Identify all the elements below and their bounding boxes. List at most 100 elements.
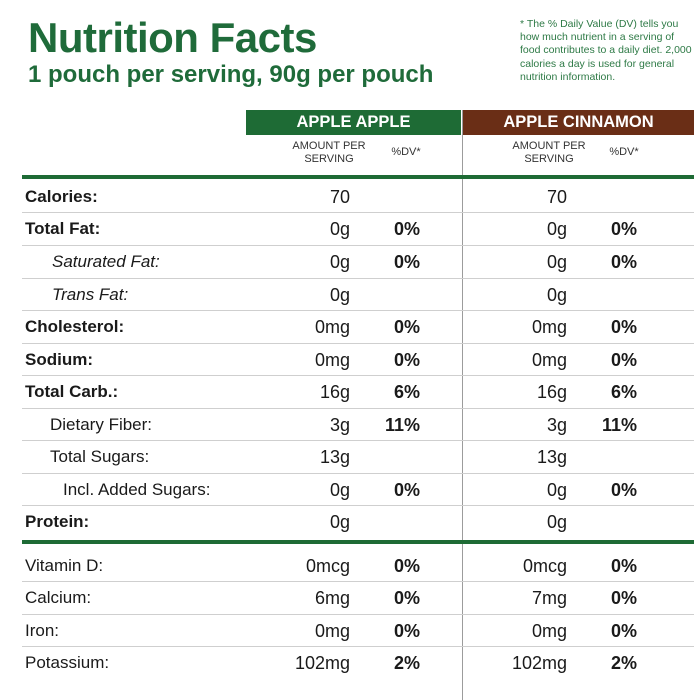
apple-dv: 0% xyxy=(393,252,420,272)
apple-dv: 6% xyxy=(393,382,420,402)
nutrient-label: Protein: xyxy=(25,512,90,531)
column-header-apple-cinnamon: APPLE CINNAMON xyxy=(463,110,694,135)
nutrient-label: Cholesterol: xyxy=(25,317,125,336)
table-row: Calories: 70 70 xyxy=(0,181,700,213)
cinnamon-amount: 0g xyxy=(546,480,567,500)
dv-header-apple: %DV* xyxy=(391,146,421,158)
page-title: Nutrition Facts xyxy=(28,14,317,61)
row-divider xyxy=(22,440,694,441)
cinnamon-dv: 0% xyxy=(610,219,637,239)
table-row: Trans Fat: 0g 0g xyxy=(0,279,700,311)
nutrient-label: Potassium: xyxy=(25,653,110,672)
row-divider xyxy=(22,245,694,246)
cinnamon-dv: 0% xyxy=(610,252,637,272)
row-divider xyxy=(22,212,694,213)
nutrient-label: Sodium: xyxy=(25,350,93,369)
row-divider xyxy=(22,310,694,311)
table-row: Dietary Fiber: 3g 11% 3g 11% xyxy=(0,409,700,441)
apple-amount: 6mg xyxy=(314,588,350,608)
amount-per-serving-header-cinnamon: AMOUNT PER SERVING xyxy=(512,140,586,165)
cinnamon-dv: 11% xyxy=(601,415,637,435)
apple-dv: 0% xyxy=(393,588,420,608)
cinnamon-amount: 0mcg xyxy=(522,556,567,576)
apple-amount: 16g xyxy=(319,382,350,402)
apple-amount: 0g xyxy=(329,252,350,272)
cinnamon-dv: 6% xyxy=(610,382,637,402)
cinnamon-amount: 0mg xyxy=(531,317,567,337)
apple-dv: 0% xyxy=(393,317,420,337)
table-row: Total Carb.: 16g 6% 16g 6% xyxy=(0,376,700,408)
nutrient-label: Total Carb.: xyxy=(25,382,119,401)
apple-amount: 13g xyxy=(319,447,350,467)
nutrient-label: Dietary Fiber: xyxy=(50,415,153,434)
apple-dv: 0% xyxy=(393,350,420,370)
table-row: Saturated Fat: 0g 0% 0g 0% xyxy=(0,246,700,278)
table-row: Cholesterol: 0mg 0% 0mg 0% xyxy=(0,311,700,343)
cinnamon-dv: 0% xyxy=(610,588,637,608)
apple-amount: 3g xyxy=(329,415,350,435)
cinnamon-amount: 70 xyxy=(546,187,567,207)
table-row: Iron: 0mg 0% 0mg 0% xyxy=(0,615,700,647)
apple-amount: 0g xyxy=(329,480,350,500)
apple-dv: 0% xyxy=(393,621,420,641)
cinnamon-amount: 13g xyxy=(536,447,567,467)
table-row: Calcium: 6mg 0% 7mg 0% xyxy=(0,582,700,614)
serving-subtitle: 1 pouch per serving, 90g per pouch xyxy=(28,61,434,88)
daily-value-footnote: * The % Daily Value (DV) tells you how m… xyxy=(520,18,692,83)
cinnamon-amount: 102mg xyxy=(511,653,567,673)
apple-dv: 0% xyxy=(393,219,420,239)
cinnamon-amount: 0g xyxy=(546,252,567,272)
row-divider xyxy=(22,375,694,376)
column-divider xyxy=(462,110,463,700)
apple-amount: 70 xyxy=(329,187,350,207)
row-divider xyxy=(22,540,694,544)
table-row: Total Sugars: 13g 13g xyxy=(0,441,700,473)
nutrient-label: Total Fat: xyxy=(25,219,101,238)
row-divider xyxy=(22,581,694,582)
table-row: Total Fat: 0g 0% 0g 0% xyxy=(0,213,700,245)
table-row: Potassium: 102mg 2% 102mg 2% xyxy=(0,647,700,679)
row-divider xyxy=(22,175,694,179)
nutrient-label: Incl. Added Sugars: xyxy=(63,480,211,499)
row-divider xyxy=(22,646,694,647)
cinnamon-amount: 0g xyxy=(546,512,567,532)
cinnamon-dv: 0% xyxy=(610,480,637,500)
row-divider xyxy=(22,505,694,506)
apple-amount: 0mg xyxy=(314,350,350,370)
cinnamon-amount: 0g xyxy=(546,285,567,305)
cinnamon-amount: 0mg xyxy=(531,621,567,641)
apple-dv: 11% xyxy=(384,415,420,435)
cinnamon-amount: 0g xyxy=(546,219,567,239)
cinnamon-amount: 7mg xyxy=(531,588,567,608)
table-row: Protein: 0g 0g xyxy=(0,506,700,538)
nutrient-label: Calcium: xyxy=(25,588,92,607)
table-row: Sodium: 0mg 0% 0mg 0% xyxy=(0,344,700,376)
apple-amount: 102mg xyxy=(294,653,350,673)
column-header-apple-apple: APPLE APPLE xyxy=(246,110,461,135)
table-row: Vitamin D: 0mcg 0% 0mcg 0% xyxy=(0,550,700,582)
apple-dv: 2% xyxy=(393,653,420,673)
nutrient-label: Total Sugars: xyxy=(50,447,150,466)
nutrient-label: Vitamin D: xyxy=(25,556,104,575)
table-row: Incl. Added Sugars: 0g 0% 0g 0% xyxy=(0,474,700,506)
apple-dv: 0% xyxy=(393,556,420,576)
apple-amount: 0mg xyxy=(314,621,350,641)
dv-header-cinnamon: %DV* xyxy=(609,146,639,158)
cinnamon-dv: 0% xyxy=(610,350,637,370)
cinnamon-dv: 2% xyxy=(610,653,637,673)
apple-amount: 0g xyxy=(329,285,350,305)
apple-amount: 0mcg xyxy=(305,556,350,576)
nutrient-label: Iron: xyxy=(25,621,60,640)
apple-amount: 0mg xyxy=(314,317,350,337)
cinnamon-dv: 0% xyxy=(610,556,637,576)
row-divider xyxy=(22,343,694,344)
nutrient-label: Calories: xyxy=(25,187,98,206)
cinnamon-amount: 3g xyxy=(546,415,567,435)
cinnamon-dv: 0% xyxy=(610,317,637,337)
cinnamon-amount: 0mg xyxy=(531,350,567,370)
row-divider xyxy=(22,473,694,474)
amount-per-serving-header-apple: AMOUNT PER SERVING xyxy=(292,140,366,165)
apple-amount: 0g xyxy=(329,512,350,532)
row-divider xyxy=(22,278,694,279)
nutrient-label: Saturated Fat: xyxy=(52,252,160,271)
